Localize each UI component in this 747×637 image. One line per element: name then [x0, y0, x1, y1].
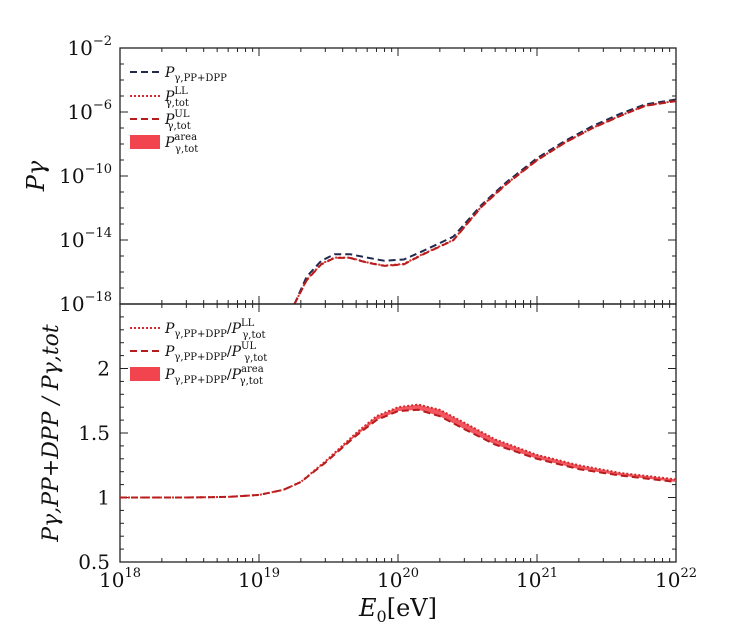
bottom-xtick-labels: 1018 1019 1020 1021 1022	[99, 566, 697, 592]
legend-den-sub: γ,tot	[244, 353, 267, 364]
legend-sub: γ,tot	[175, 144, 198, 155]
tick-exp: 18	[124, 566, 141, 581]
legend-entry: PUL γ,tot	[164, 109, 191, 132]
top-series	[293, 98, 677, 305]
legend-slash: /	[227, 321, 232, 337]
tick-base: 10	[377, 568, 402, 592]
legend-den-main: P	[231, 321, 242, 337]
bottom-ylabel-text: Pγ,PP+DPP / Pγ,tot	[39, 324, 64, 543]
top-ytick-label: 10−18	[59, 290, 112, 316]
tick-base: 10	[99, 568, 124, 592]
bottom-ticks	[119, 303, 677, 563]
legend-num-sub: γ,PP+DPP	[174, 352, 227, 363]
xlabel-sub: 0	[377, 607, 387, 626]
xlabel-unit: [eV]	[387, 594, 437, 622]
legend-den-sub: γ,tot	[240, 376, 263, 387]
legend-den-main: P	[231, 344, 242, 360]
legend-sub: γ,tot	[166, 98, 189, 109]
tick-exp: −2	[93, 34, 112, 49]
legend-slash: /	[227, 344, 232, 360]
legend-swatch-area	[130, 367, 160, 381]
top-ylabel-main: Pγ	[22, 160, 50, 192]
legend-sup: area	[174, 132, 197, 143]
top-ytick-label: 10−10	[59, 162, 112, 188]
bottom-ytick-label: 1	[97, 486, 110, 510]
tick-exp: −10	[85, 162, 112, 177]
bottom-xtick-label: 1018	[99, 566, 141, 592]
tick-exp: −18	[85, 290, 112, 305]
xlabel-main: E	[358, 594, 377, 622]
tick-exp: 21	[541, 566, 558, 581]
top-ytick-label: 10−6	[67, 98, 112, 124]
legend-main: P	[164, 135, 175, 151]
bottom-xtick-label: 1021	[516, 566, 558, 592]
tick-base: 10	[59, 164, 84, 188]
legend-entry: Pγ,PP+DPP/Parea γ,tot	[164, 364, 264, 387]
legend-den-sup: area	[241, 364, 264, 375]
tick-exp: −14	[85, 226, 112, 241]
top-series-line	[293, 100, 677, 305]
tick-exp: 22	[680, 566, 697, 581]
legend-num-sub: γ,PP+DPP	[174, 329, 227, 340]
legend-sup: LL	[174, 86, 188, 97]
bottom-xtick-label: 1020	[377, 566, 419, 592]
tick-base: 10	[59, 228, 84, 252]
legend-num-main: P	[164, 367, 175, 383]
bottom-area-band	[120, 404, 676, 498]
tick-exp: 19	[263, 566, 280, 581]
legend-den-sup: UL	[241, 341, 256, 352]
bottom-ytick-label: 1.5	[78, 421, 110, 445]
legend-sup: UL	[174, 109, 189, 120]
legend-den-main: P	[231, 367, 242, 383]
legend-entry: Pγ,PP+DPP	[164, 65, 227, 84]
bottom-plot-frame	[119, 303, 677, 563]
bottom-xtick-label: 1019	[238, 566, 280, 592]
legend-den-sub: γ,tot	[242, 330, 265, 341]
legend-num-main: P	[164, 321, 175, 337]
top-series-line	[293, 98, 677, 305]
bottom-series	[120, 403, 677, 499]
bottom-ytick-labels: 0.5 1 1.5 2	[78, 357, 110, 575]
legend-entry: Pγ,PP+DPP/PUL γ,tot	[164, 341, 267, 364]
legend-num-sub: γ,PP+DPP	[174, 375, 227, 386]
tick-base: 10	[655, 568, 680, 592]
bottom-series-line	[120, 408, 677, 499]
legend-swatch-area	[130, 135, 160, 149]
tick-exp: −6	[93, 98, 112, 113]
top-ytick-label: 10−14	[59, 226, 112, 252]
bottom-area-fill	[120, 404, 676, 498]
legend-entry: PLL γ,tot	[164, 86, 189, 109]
tick-base: 10	[67, 36, 92, 60]
legend-slash: /	[227, 367, 232, 383]
legend-entry: Pγ,PP+DPP/PLL γ,tot	[164, 318, 266, 341]
tick-base: 10	[59, 292, 84, 316]
bottom-ytick-label: 2	[97, 357, 110, 381]
bottom-series-line	[120, 403, 677, 499]
tick-exp: 20	[402, 566, 419, 581]
legend-entry: Parea γ,tot	[164, 132, 198, 155]
top-y-axis-label: Pγ	[22, 160, 50, 192]
bottom-ytick-label: 0.5	[78, 550, 110, 574]
legend-sub: γ,tot	[168, 121, 191, 132]
tick-base: 10	[67, 100, 92, 124]
bottom-panel: 0.511.52 1018 1019 1020 1021 1022 Pγ,PP+DPP …	[39, 303, 697, 626]
legend-main: P	[164, 89, 175, 105]
legend-main: P	[164, 65, 175, 81]
top-ticks	[119, 47, 677, 305]
tick-base: 10	[238, 568, 263, 592]
tick-base: 10	[516, 568, 541, 592]
bottom-xtick-label: 1022	[655, 566, 697, 592]
legend-num-main: P	[164, 344, 175, 360]
legend-sub: γ,PP+DPP	[174, 73, 227, 84]
legend-den-sup: LL	[241, 318, 255, 329]
bottom-y-axis-label: Pγ,PP+DPP / Pγ,tot	[39, 324, 64, 543]
x-axis-label: E0[eV]	[358, 594, 437, 626]
legend-main: P	[164, 112, 175, 128]
top-ytick-label: 10−2	[67, 34, 112, 60]
